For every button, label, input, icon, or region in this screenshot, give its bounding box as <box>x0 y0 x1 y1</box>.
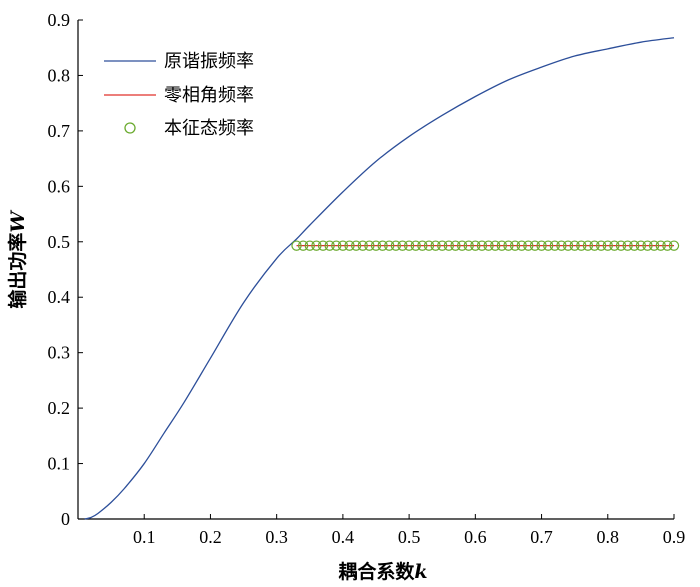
legend-label-0: 原谐振频率 <box>164 51 254 72</box>
series-marker-point <box>304 240 315 251</box>
series-marker-point <box>662 240 673 251</box>
series-marker-point <box>463 240 474 251</box>
series-marker-point <box>350 240 362 251</box>
legend-marker-2 <box>124 122 136 134</box>
series-marker-point <box>390 240 402 251</box>
series-marker-point <box>490 240 501 251</box>
series-marker-point <box>297 240 309 251</box>
plot-area <box>84 37 680 520</box>
x-tick-label: 0.7 <box>530 527 553 547</box>
series-marker-point <box>397 240 408 251</box>
x-tick-label: 0.3 <box>265 527 288 547</box>
series-marker-point <box>576 240 587 251</box>
axes <box>77 19 675 520</box>
series-marker-point <box>483 240 494 251</box>
series-marker-point <box>642 240 653 251</box>
series-marker-point <box>311 240 322 251</box>
y-tick-label: 0.6 <box>48 176 71 196</box>
series-marker-point <box>569 240 580 251</box>
y-tick-label: 0.5 <box>48 232 71 252</box>
series-marker-point <box>470 240 481 251</box>
legend-label-1: 零相角频率 <box>164 85 254 106</box>
series-marker-point <box>668 240 680 251</box>
series-marker-point <box>476 240 488 251</box>
y-tick-label: 0.2 <box>48 398 71 418</box>
series-marker-point <box>602 240 613 251</box>
series-marker-point <box>549 240 561 251</box>
series-marker-point <box>542 240 554 251</box>
series-marker-point <box>291 240 302 251</box>
series-marker-point <box>648 240 660 251</box>
series-marker-point <box>337 240 349 251</box>
series-marker-point <box>529 240 541 251</box>
series-marker-point <box>344 240 355 251</box>
series-marker-point <box>509 240 521 251</box>
series-marker-point <box>443 240 455 251</box>
y-tick-label: 0.4 <box>48 287 71 307</box>
series-marker-point <box>377 240 388 251</box>
y-tick-label: 0.3 <box>48 343 71 363</box>
x-tick-label: 0.4 <box>332 527 355 547</box>
series-marker-point <box>331 240 342 251</box>
y-tick-label: 0.7 <box>48 121 71 141</box>
y-tick-label: 0.9 <box>48 10 71 30</box>
series-marker-point <box>450 240 461 251</box>
series-marker-point <box>503 240 514 251</box>
series-marker-point <box>536 240 547 251</box>
series-marker-point <box>556 240 567 251</box>
series-marker-point <box>615 240 627 251</box>
y-axis-label-text: 输出功率 <box>6 233 29 309</box>
series-marker-point <box>655 240 666 251</box>
series-marker-point <box>423 240 435 251</box>
series-marker-point <box>437 240 448 251</box>
x-tick-label: 0.1 <box>133 527 156 547</box>
series-marker-point <box>456 240 468 251</box>
x-tick-label: 0.5 <box>398 527 421 547</box>
y-tick-label: 0.8 <box>48 65 71 85</box>
series-marker-point <box>317 240 329 251</box>
series-marker-point <box>384 240 395 251</box>
y-axis-label-var: W <box>7 210 29 233</box>
series-marker-point <box>635 240 647 251</box>
x-axis-label-text: 耦合系数 <box>338 560 415 583</box>
series-marker-point <box>417 240 428 251</box>
y-tick-label: 0 <box>61 509 70 529</box>
y-axis-label: 输出功率W <box>6 210 29 309</box>
series-marker-point <box>430 240 441 251</box>
series-marker-point <box>589 240 600 251</box>
series-marker-point <box>582 240 594 251</box>
series-marker-point <box>370 240 382 251</box>
y-tick-label: 0.1 <box>48 454 71 474</box>
series-marker-point <box>595 240 607 251</box>
series-marker-point <box>324 240 335 251</box>
x-tick-label: 0.9 <box>663 527 686 547</box>
series-marker-point <box>496 240 508 251</box>
legend-label-2: 本征态频率 <box>164 118 254 139</box>
series-line-0 <box>84 37 675 520</box>
tick-labels: 0.1 0.2 0.3 0.4 0.5 0.6 0.7 0.8 0.9 0 0.1 0.2 0.3 0.4… <box>48 10 686 547</box>
x-tick-label: 0.2 <box>199 527 222 547</box>
series-marker-point <box>364 240 375 251</box>
series-marker-point <box>403 240 415 251</box>
series-marker-point <box>622 240 633 251</box>
series-marker-point <box>523 240 534 251</box>
x-tick-label: 0.8 <box>597 527 620 547</box>
series-marker-point <box>609 240 620 251</box>
x-axis-label: 耦合系数k <box>338 560 427 583</box>
x-axis-label-var: k <box>414 561 427 583</box>
series-marker-point <box>562 240 574 251</box>
series-marker-point <box>629 240 640 251</box>
series-marker-point <box>516 240 527 251</box>
series-marker-point <box>357 240 368 251</box>
x-tick-label: 0.6 <box>464 527 487 547</box>
series-marker-point <box>410 240 421 251</box>
